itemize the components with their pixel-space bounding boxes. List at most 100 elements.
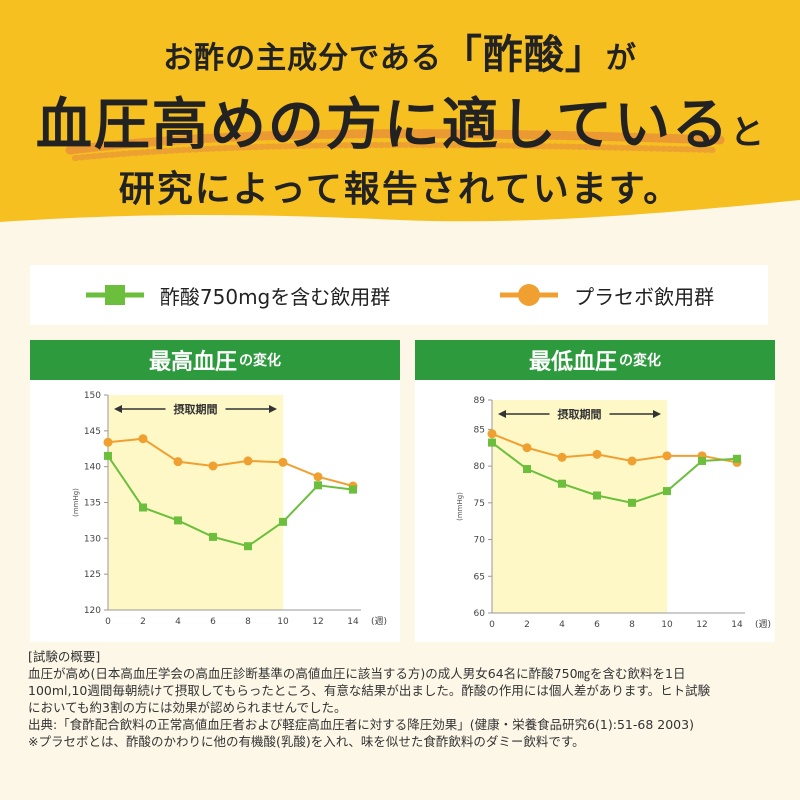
systolic-point-vinegar bbox=[244, 542, 252, 551]
diastolic-point-placebo bbox=[592, 449, 602, 459]
diastolic-x-tick-label: 12 bbox=[696, 620, 707, 630]
systolic-period-label-bg bbox=[165, 400, 226, 418]
systolic-x-tick-label: 6 bbox=[210, 617, 216, 627]
diastolic-point-vinegar bbox=[663, 487, 671, 496]
systolic-point-placebo bbox=[208, 461, 218, 471]
systolic-period-band bbox=[108, 395, 283, 610]
headline-line1: お酢の主成分である「酢酸」が bbox=[0, 22, 800, 80]
legend-item-placebo: プラセボ飲用群 bbox=[498, 281, 714, 310]
diastolic-title-suffix: の変化 bbox=[619, 353, 661, 369]
diastolic-x-tick-label: 14 bbox=[731, 620, 743, 630]
diastolic-y-tick-label: 75 bbox=[474, 499, 485, 509]
headline-line1-emph: 「酢酸」 bbox=[441, 32, 606, 78]
diastolic-period-band bbox=[492, 400, 667, 613]
systolic-point-vinegar bbox=[174, 516, 182, 525]
notes-line4: 出典:「食酢配合飲料の正常高値血圧者および軽症高血圧者に対する降圧効果」(健康・… bbox=[28, 717, 694, 732]
diastolic-chart-plot: 60 65 70 75 80 85 89 0 2 4 6 8 10 12 14 (週) (mmHg) 摂取期間 bbox=[456, 396, 771, 630]
diastolic-point-placebo bbox=[557, 452, 567, 462]
notes-heading: [試験の概要] bbox=[28, 649, 101, 664]
systolic-period-arrow-right bbox=[269, 405, 277, 413]
diastolic-chart-panel: 最低血圧 の変化 60 65 70 75 80 85 89 0 2 4 6 8 10 12 14 (週) (mmH… bbox=[415, 340, 775, 642]
systolic-point-vinegar bbox=[279, 517, 287, 526]
diastolic-x-tick-label: 0 bbox=[489, 620, 495, 630]
legend-label-placebo: プラセボ飲用群 bbox=[574, 284, 715, 309]
study-notes: [試験の概要] 血圧が高め(日本高血圧学会の高血圧診断基準の高値血圧に該当する方… bbox=[28, 648, 778, 750]
headline-line2-main: 血圧高めの方に適している bbox=[35, 93, 731, 158]
notes-line5: ※プラセボとは、酢酸のかわりに他の有機酸(乳酸)を入れ、味を似せた食酢飲料のダミ… bbox=[28, 734, 585, 749]
systolic-point-vinegar bbox=[104, 451, 112, 460]
systolic-point-placebo bbox=[243, 456, 253, 466]
systolic-y-tick-label: 120 bbox=[84, 606, 101, 616]
diastolic-point-vinegar bbox=[698, 456, 706, 465]
legend-item-vinegar: 酢酸750mgを含む飲用群 bbox=[84, 281, 390, 310]
diastolic-point-vinegar bbox=[593, 491, 601, 500]
diastolic-y-axis-label: (mmHg) bbox=[456, 492, 464, 521]
diastolic-y-tick-label: 70 bbox=[474, 536, 486, 546]
systolic-point-vinegar bbox=[209, 532, 217, 541]
square-marker-icon bbox=[85, 285, 144, 305]
headline-line2-suffix: と bbox=[730, 113, 765, 153]
legend-label-vinegar: 酢酸750mgを含む飲用群 bbox=[159, 284, 391, 309]
diastolic-y-tick-label: 60 bbox=[474, 609, 486, 619]
systolic-period-label: 摂取期間 bbox=[174, 402, 218, 416]
headline-line3: 研究によって報告されています。 bbox=[118, 169, 682, 210]
systolic-y-tick-label: 150 bbox=[84, 391, 101, 401]
diastolic-period-label-bg bbox=[549, 405, 610, 423]
systolic-point-vinegar bbox=[139, 503, 147, 512]
systolic-y-axis-label: (mmHg) bbox=[72, 488, 80, 517]
systolic-y-tick-label: 145 bbox=[84, 427, 101, 437]
diastolic-series-line-placebo bbox=[491, 432, 738, 464]
diastolic-point-placebo bbox=[627, 456, 637, 466]
notes-line2: 100ml,10週間毎朝続けて摂取してもらったところ、有意な結果が出ました。酢酸… bbox=[28, 683, 711, 698]
systolic-x-tick-label: 8 bbox=[245, 617, 251, 627]
headline-line1-post: が bbox=[605, 41, 637, 76]
systolic-y-tick-label: 140 bbox=[84, 463, 101, 473]
diastolic-point-vinegar bbox=[488, 438, 496, 447]
diastolic-x-tick-label: 8 bbox=[629, 620, 635, 630]
diastolic-x-tick-label: 10 bbox=[661, 620, 673, 630]
systolic-x-tick-label: 10 bbox=[277, 617, 289, 627]
systolic-title-suffix: の変化 bbox=[239, 353, 281, 369]
systolic-point-placebo bbox=[313, 472, 323, 482]
systolic-point-vinegar bbox=[314, 481, 322, 490]
systolic-period-arrow-left bbox=[114, 405, 122, 413]
systolic-point-placebo bbox=[103, 437, 113, 447]
headline-line1-pre: お酢の主成分である bbox=[163, 41, 442, 76]
header-background bbox=[0, 0, 800, 222]
systolic-x-tick-label: 0 bbox=[105, 617, 111, 627]
diastolic-x-tick-label: 4 bbox=[559, 620, 565, 630]
systolic-x-tick-label: 12 bbox=[312, 617, 323, 627]
diastolic-point-placebo bbox=[522, 443, 532, 453]
systolic-x-tick-label: 14 bbox=[347, 617, 359, 627]
diastolic-x-tick-label: 2 bbox=[524, 620, 530, 630]
systolic-series-line-placebo bbox=[107, 437, 354, 487]
systolic-title-main: 最高血圧 bbox=[148, 350, 237, 375]
diastolic-point-vinegar bbox=[733, 454, 741, 463]
diastolic-point-placebo bbox=[487, 429, 497, 439]
diastolic-period-arrow-left bbox=[498, 410, 506, 418]
diastolic-y-tick-label: 65 bbox=[474, 572, 485, 582]
diastolic-period-label: 摂取期間 bbox=[558, 407, 602, 421]
systolic-x-unit-label: (週) bbox=[371, 616, 387, 627]
notes-line3: においても約3割の方には効果が認められませんでした。 bbox=[28, 700, 347, 715]
diastolic-x-unit-label: (週) bbox=[755, 619, 771, 630]
systolic-point-placebo bbox=[173, 457, 183, 467]
notes-line1: 血圧が高め(日本高血圧学会の高血圧診断基準の高値血圧に該当する方)の成人男女64… bbox=[28, 666, 686, 681]
systolic-y-tick-label: 135 bbox=[84, 499, 101, 509]
chart-legend: 酢酸750mgを含む飲用群 プラセボ飲用群 bbox=[30, 265, 768, 325]
diastolic-series-line-vinegar bbox=[491, 441, 738, 504]
diastolic-y-tick-label: 85 bbox=[474, 425, 485, 435]
diastolic-period-arrow-right bbox=[653, 410, 661, 418]
header-banner: お酢の主成分である「酢酸」が 血圧高めの方に適していると 研究によって報告されて… bbox=[0, 0, 800, 235]
systolic-x-tick-label: 2 bbox=[140, 617, 146, 627]
diastolic-x-tick-label: 6 bbox=[594, 620, 600, 630]
systolic-y-tick-label: 125 bbox=[84, 570, 101, 580]
diastolic-point-vinegar bbox=[628, 498, 636, 507]
diastolic-point-vinegar bbox=[558, 479, 566, 488]
systolic-y-tick-label: 130 bbox=[84, 534, 101, 544]
systolic-point-placebo bbox=[138, 434, 148, 444]
circle-marker-icon bbox=[500, 284, 559, 306]
systolic-chart-panel: 最高血圧 の変化 120 125 130 135 140 145 150 0 2 4 6 8 10 12 14… bbox=[30, 340, 400, 642]
headline-line2: 血圧高めの方に適していると bbox=[0, 80, 800, 161]
systolic-chart-plot: 120 125 130 135 140 145 150 0 2 4 6 8 10 12 14 (週) (mmHg… bbox=[72, 391, 387, 627]
